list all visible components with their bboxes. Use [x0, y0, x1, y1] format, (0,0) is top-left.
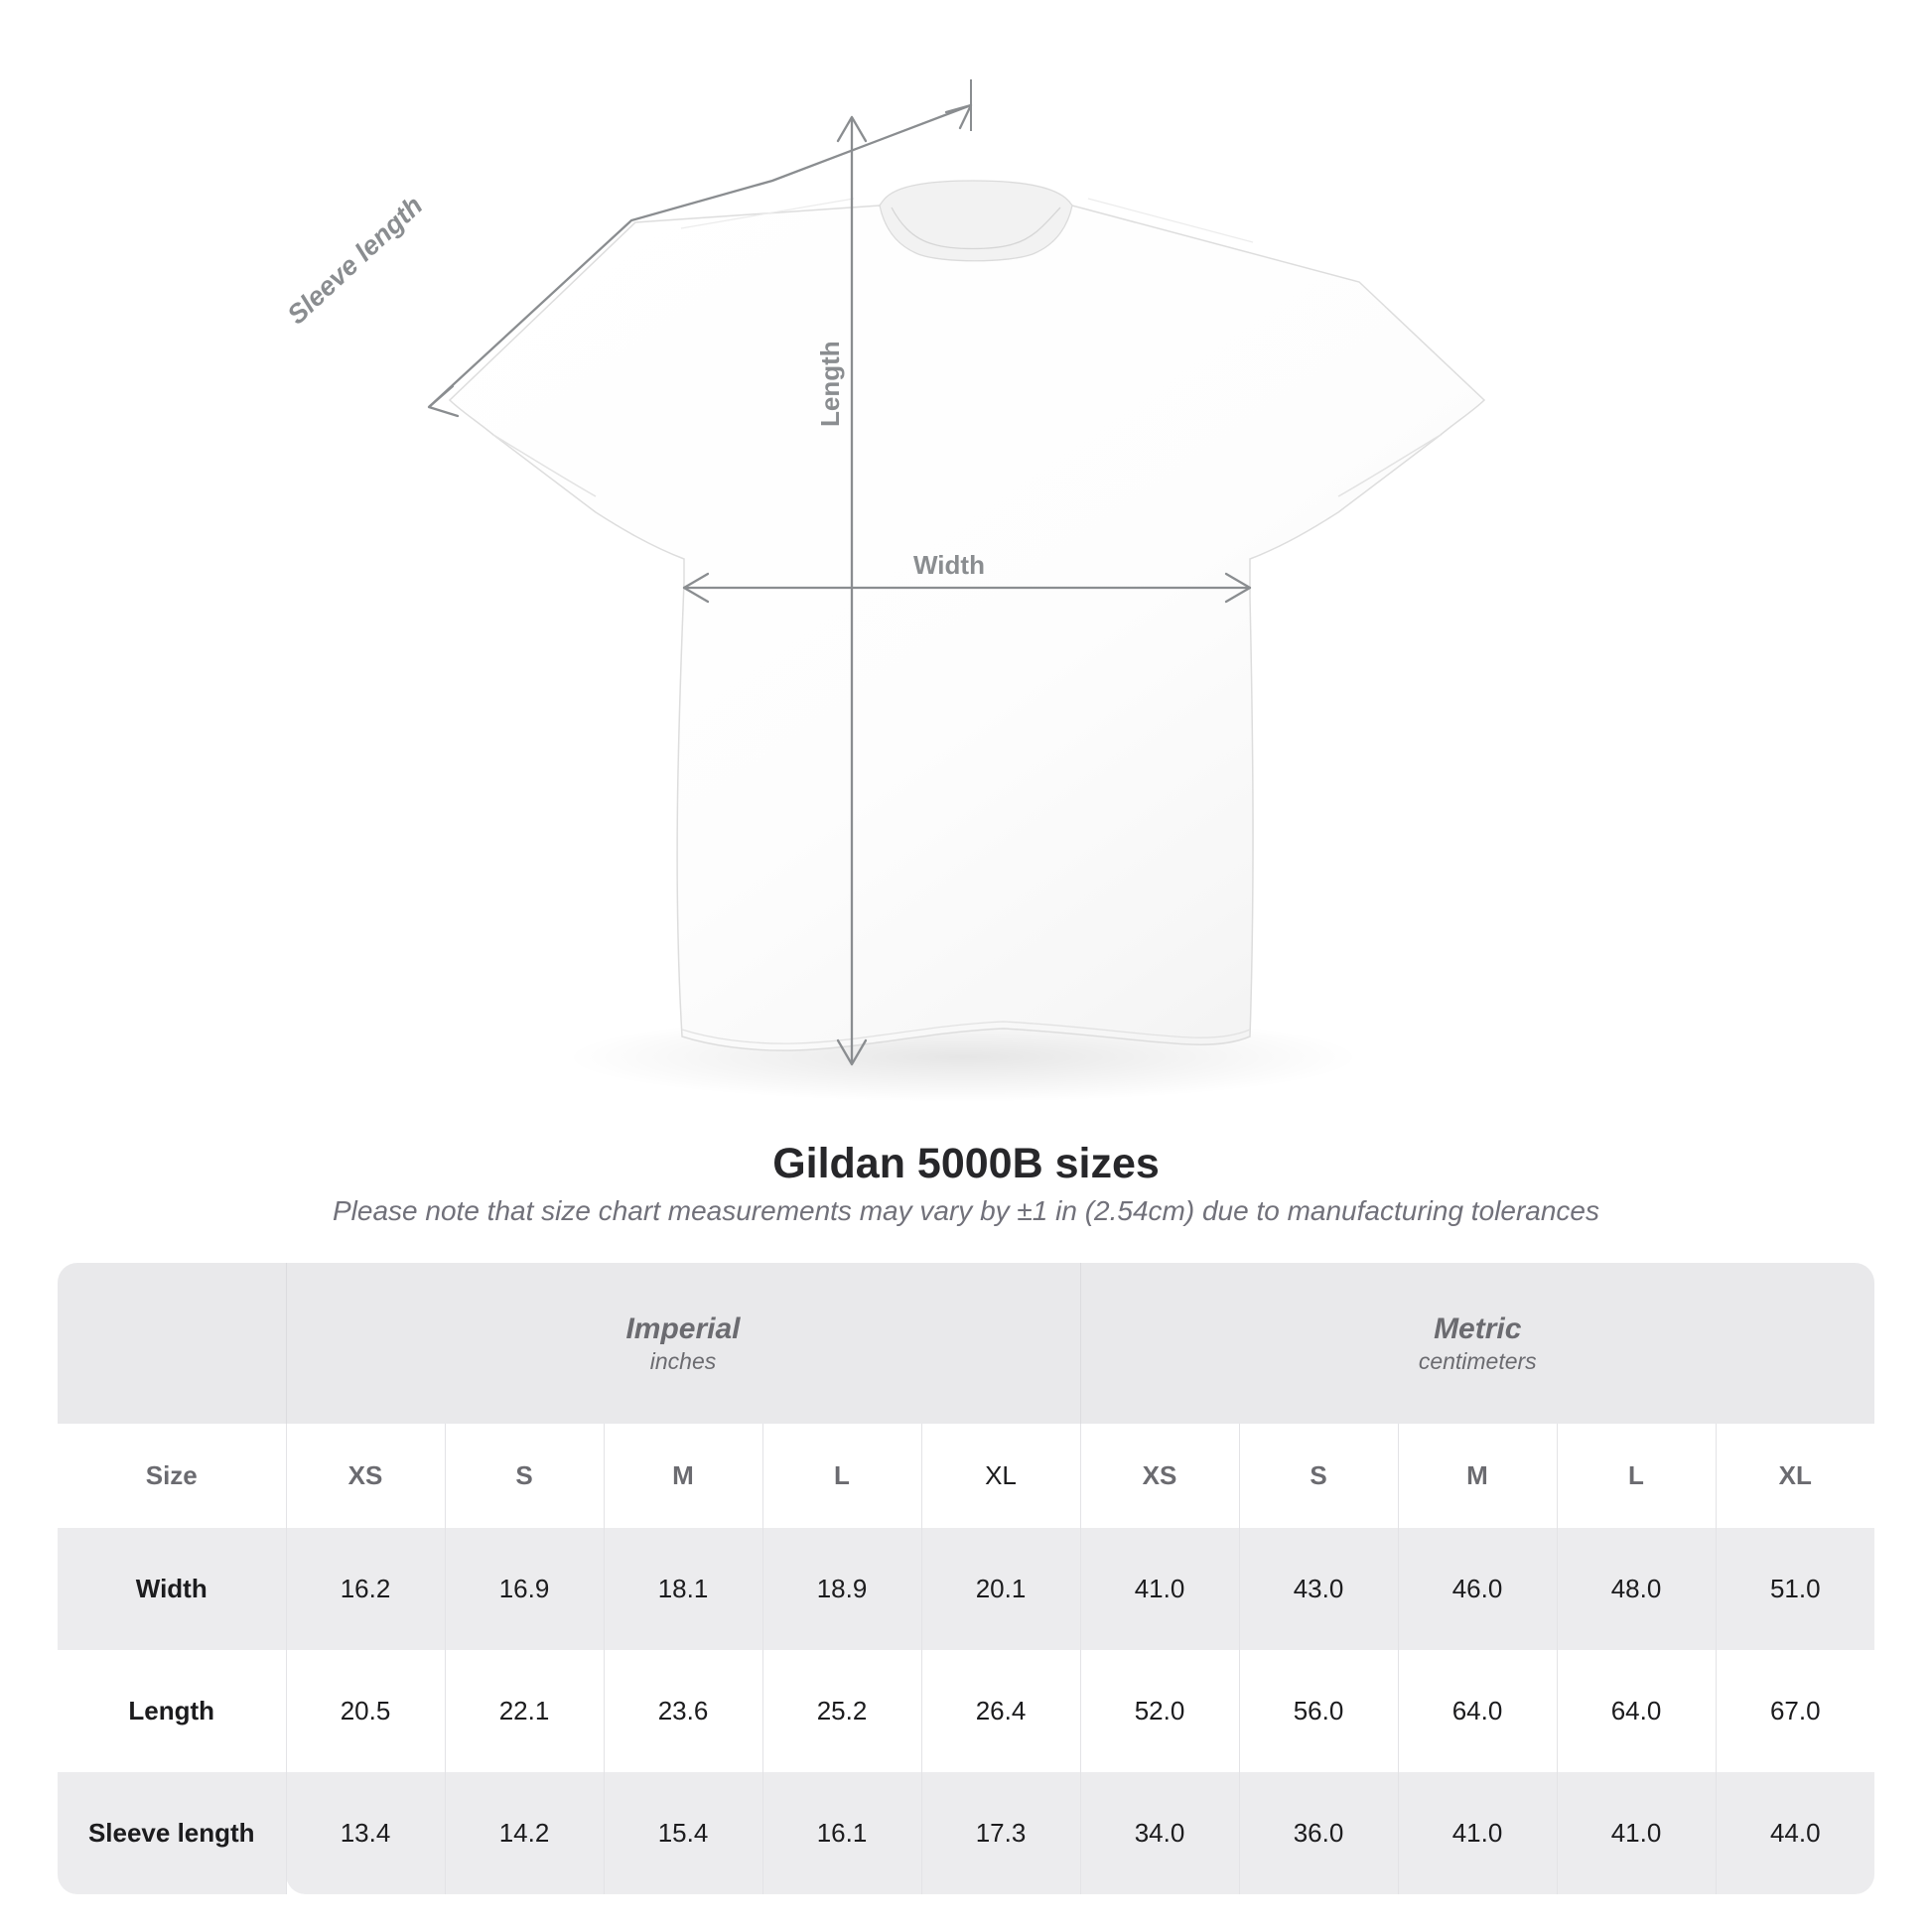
svg-text:Length: Length	[815, 341, 845, 427]
svg-text:Sleeve length: Sleeve length	[282, 191, 429, 331]
svg-text:Width: Width	[913, 550, 985, 580]
